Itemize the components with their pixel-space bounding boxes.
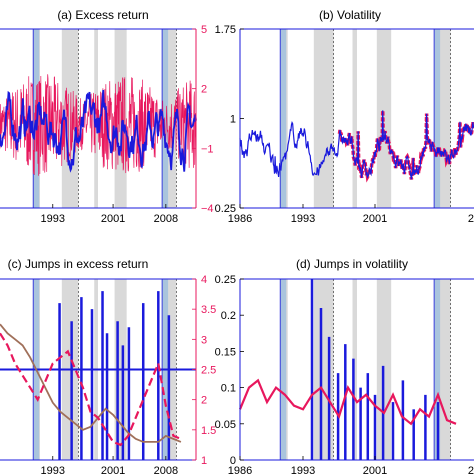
panel-b: (b) Volatility 1986 1993 2001 2 1.75 1 0.25	[215, 8, 474, 225]
panel-d-series-pink	[238, 378, 457, 426]
panel-c-y-right-tick-label-6: 1	[201, 455, 207, 467]
panel-c-lines	[0, 291, 196, 460]
panel-b-x-tick-label-clipped: 2	[468, 213, 474, 225]
panel-b-lines	[239, 110, 474, 183]
panel-a-event-band-1	[162, 29, 169, 208]
panel-b-x-tick-label-0: 1986	[228, 213, 252, 225]
panel-c-ticks: 1993 2001 2008 4 3.5 3 2.5 2 1.5 1	[41, 274, 217, 474]
panel-d-y-tick-label-0: 0.25	[215, 274, 236, 286]
panel-c: (c) Jumps in excess return 1993 2001 2008 4…	[0, 257, 216, 474]
panel-a-axes	[0, 28, 197, 209]
panel-a-y-right-tick-label-0: 5	[201, 24, 207, 36]
panel-a-recession-band-2	[94, 29, 98, 208]
panel-a-lines	[0, 74, 197, 176]
panel-b-x-tick-label-1: 1993	[291, 213, 315, 225]
panel-c-y-right-tick-label-5: 1.5	[201, 425, 216, 437]
panel-d: (d) Jumps in volatility 1986 1993 2001 2 0.2…	[215, 257, 474, 474]
panel-a-x-tick-label-0: 1993	[41, 213, 65, 225]
panel-b-x-tick-label-2: 2001	[363, 213, 387, 225]
panel-d-title: (d) Jumps in volatility	[296, 257, 408, 271]
panel-c-y-right-tick-label-0: 4	[201, 274, 207, 286]
panel-c-x-tick-label-1: 2001	[101, 465, 125, 474]
panel-a-title: (a) Excess return	[57, 8, 148, 22]
panel-a-y-right-tick-label-2: −1	[201, 143, 214, 155]
panel-b-y-tick-label-0: 1.75	[215, 24, 236, 36]
panel-d-y-tick-label-1: 0.2	[221, 310, 236, 322]
panel-b-event-band-1	[434, 29, 441, 208]
panel-c-y-right-tick-label-4: 2	[201, 395, 207, 407]
panel-c-y-right-tick-label-1: 3.5	[201, 304, 216, 316]
panel-c-series-brown	[0, 323, 182, 443]
panel-a-x-tick-label-1: 2001	[101, 213, 125, 225]
panel-c-y-right-tick-label-3: 2.5	[201, 365, 216, 377]
panel-c-series-pink	[0, 332, 182, 447]
panel-d-y-tick-label-2: 0.15	[215, 346, 236, 358]
panel-c-x-tick-label-2: 2008	[154, 465, 178, 474]
panel-a-x-tick-label-2: 2008	[154, 213, 178, 225]
panel-b-event-band-0	[280, 29, 287, 208]
panel-d-recession-band-1	[313, 279, 334, 460]
panel-d-x-tick-label-0: 1986	[228, 465, 252, 474]
panel-b-series-blue	[239, 110, 474, 180]
panel-d-x-tick-label-1: 1993	[291, 465, 315, 474]
panel-d-ticks: 1986 1993 2001 2 0.25 0.2 0.15 0.1 0.05 0	[215, 274, 474, 474]
panel-c-x-tick-label-0: 1993	[41, 465, 65, 474]
panel-d-x-tick-label-2: 2001	[363, 465, 387, 474]
panel-d-y-tick-label-3: 0.1	[221, 383, 236, 395]
panel-c-title: (c) Jumps in excess return	[8, 257, 149, 271]
panel-d-recession-band-2	[352, 279, 357, 460]
panel-b-recession-band-2	[352, 29, 357, 208]
panel-d-lines	[238, 279, 457, 460]
panel-d-event-band-0	[280, 279, 287, 460]
panel-a-y-right-tick-label-1: 2	[201, 84, 207, 96]
panel-a-y-right-tick-label-3: −4	[201, 203, 214, 215]
panel-b-title: (b) Volatility	[319, 8, 381, 22]
panel-b-bands	[279, 29, 452, 208]
panel-d-x-tick-label-clipped: 2	[468, 465, 474, 474]
panel-a-ticks: 1993 2001 2008 5 2 −1 −4	[41, 24, 214, 225]
panel-a-recession-band-1	[61, 29, 79, 208]
panel-d-y-tick-label-4: 0.05	[215, 419, 236, 431]
panel-b-y-tick-label-1: 1	[230, 114, 236, 126]
panel-b-recession-band-1	[313, 29, 334, 208]
panel-d-event-band-1	[434, 279, 441, 460]
panel-d-axes	[239, 278, 474, 461]
panel-c-y-right-tick-label-2: 3	[201, 334, 207, 346]
panel-d-bands	[279, 279, 452, 460]
panel-a-series-blue	[0, 89, 197, 173]
panel-a: (a) Excess return 1993 2001 2008 5 2 −1 −4	[0, 8, 214, 225]
panel-d-y-tick-label-5: 0	[230, 455, 236, 467]
panel-b-y-tick-label-2: 0.25	[215, 203, 236, 215]
panel-b-ticks: 1986 1993 2001 2 1.75 1 0.25	[215, 24, 474, 225]
